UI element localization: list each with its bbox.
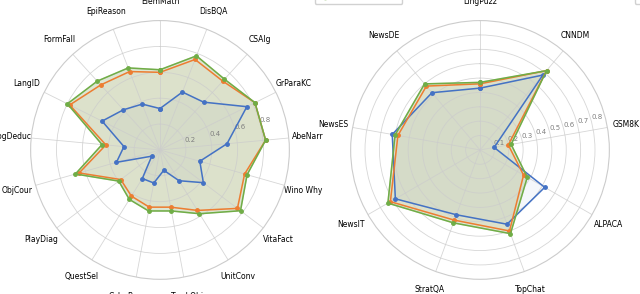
Legend: Basic LLaMA2 7b, Single LoRA, DLP-LoRA: Basic LLaMA2 7b, Single LoRA, DLP-LoRA: [635, 0, 640, 4]
Polygon shape: [70, 59, 266, 211]
Polygon shape: [67, 56, 266, 214]
Polygon shape: [388, 71, 547, 234]
Polygon shape: [392, 75, 545, 224]
Polygon shape: [102, 92, 247, 183]
Legend: Basic LLaMA2 7b, Single LoRA, DLP-LoRA: Basic LLaMA2 7b, Single LoRA, DLP-LoRA: [315, 0, 402, 4]
Polygon shape: [390, 71, 547, 231]
